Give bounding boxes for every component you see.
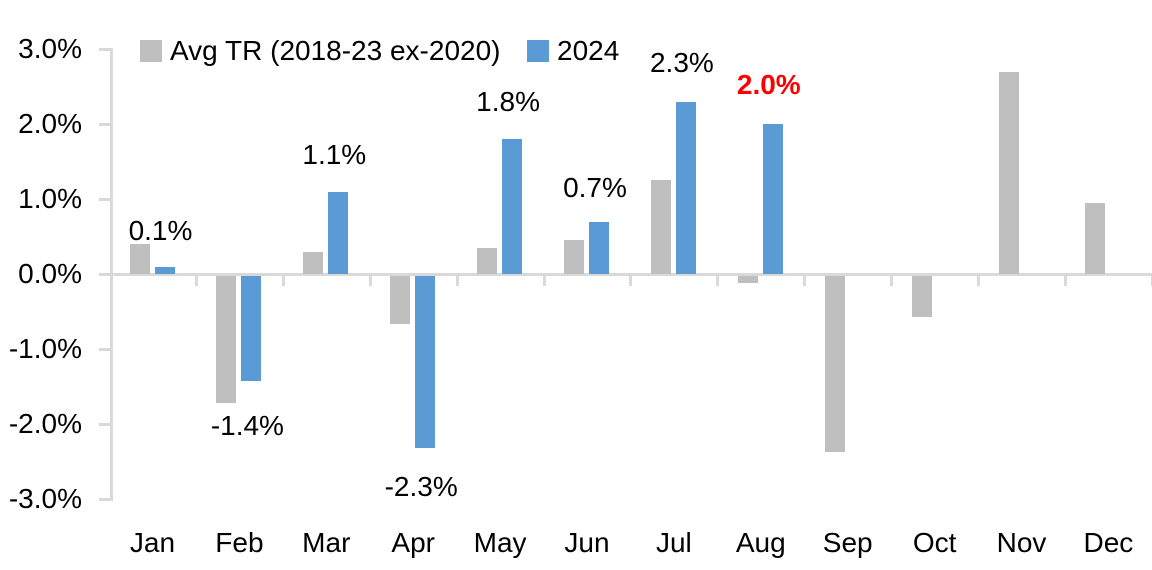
data-label-jan: 0.1% <box>128 215 193 246</box>
y-tick-label: 0.0% <box>18 258 82 289</box>
x-category-label-mar: Mar <box>302 527 351 558</box>
bar-avg-tr-sep <box>824 275 845 452</box>
bar-2024-jul <box>675 101 696 274</box>
bar-avg-tr-may <box>477 247 498 274</box>
y-tick-label: 3.0% <box>18 33 82 64</box>
data-label-feb: -1.4% <box>210 409 284 441</box>
y-tick-mark <box>99 498 111 501</box>
x-tick-mark <box>629 275 633 286</box>
y-tick-label: 2.0% <box>18 108 82 139</box>
bar-2024-apr <box>415 275 436 448</box>
x-tick-mark <box>368 275 372 286</box>
legend-label-avg-tr: Avg TR (2018-23 ex-2020) <box>170 35 501 66</box>
y-tick-label: -1.0% <box>8 333 82 364</box>
x-tick-mark <box>1063 275 1067 286</box>
x-tick-mark <box>716 275 720 286</box>
data-label-jul: 2.3% <box>649 46 714 78</box>
bar-2024-jun <box>589 221 609 274</box>
x-category-label-aug: Aug <box>735 527 786 558</box>
legend-item-2024: 2024 <box>527 36 619 66</box>
x-tick-mark <box>1150 275 1152 286</box>
y-tick-label: -3.0% <box>8 483 82 514</box>
bar-avg-tr-jul <box>650 180 671 274</box>
x-tick-mark <box>977 275 981 286</box>
x-tick-mark <box>194 275 198 286</box>
x-category-label-oct: Oct <box>912 527 957 558</box>
bar-avg-tr-jan <box>129 244 150 274</box>
data-label-aug: 2.0% <box>736 69 801 100</box>
x-tick-mark <box>890 275 894 286</box>
bar-avg-tr-jun <box>564 240 584 274</box>
y-tick-mark <box>99 198 111 201</box>
data-label-jun: 0.7% <box>563 171 627 203</box>
x-tick-mark <box>542 275 546 286</box>
x-category-label-nov: Nov <box>996 527 1047 558</box>
legend-swatch-2024 <box>527 40 549 62</box>
legend-swatch-avg-tr <box>140 40 162 62</box>
data-label-mar: 1.1% <box>302 138 367 170</box>
y-tick-mark <box>99 348 111 351</box>
x-category-label-sep: Sep <box>822 527 873 558</box>
x-tick-mark <box>803 275 807 286</box>
x-category-label-feb: Feb <box>215 527 264 558</box>
data-label-may: 1.8% <box>476 86 540 117</box>
legend-label-2024: 2024 <box>557 35 620 66</box>
y-tick-mark <box>99 48 111 51</box>
y-tick-mark <box>99 273 111 276</box>
bar-avg-tr-mar <box>303 251 324 274</box>
x-category-label-jul: Jul <box>655 527 692 558</box>
x-tick-mark <box>455 275 459 286</box>
x-category-label-apr: Apr <box>391 527 435 558</box>
bar-2024-aug <box>762 124 783 274</box>
bar-avg-tr-feb <box>216 275 237 403</box>
x-category-label-may: May <box>473 527 527 558</box>
x-category-label-jun: Jun <box>564 527 610 558</box>
bar-2024-feb <box>241 275 262 381</box>
bar-avg-tr-dec <box>1085 202 1106 274</box>
bar-2024-may <box>502 139 523 274</box>
bar-avg-tr-oct <box>911 275 932 317</box>
bar-2024-jan <box>154 266 175 274</box>
bar-avg-tr-apr <box>390 275 411 325</box>
y-tick-label: 1.0% <box>18 183 82 214</box>
bar-avg-tr-aug <box>737 275 758 283</box>
data-label-apr: -2.3% <box>384 470 458 502</box>
bar-avg-tr-nov <box>998 71 1019 274</box>
x-category-label-dec: Dec <box>1083 527 1134 558</box>
y-tick-mark <box>99 423 111 426</box>
bar-2024-mar <box>328 191 349 274</box>
legend-item-avg-tr: Avg TR (2018-23 ex-2020) <box>140 36 501 66</box>
y-tick-mark <box>99 123 111 126</box>
x-category-label-jan: Jan <box>129 527 176 558</box>
x-tick-mark <box>281 275 285 286</box>
x-axis-line <box>110 272 1152 276</box>
y-tick-label: -2.0% <box>8 408 82 439</box>
